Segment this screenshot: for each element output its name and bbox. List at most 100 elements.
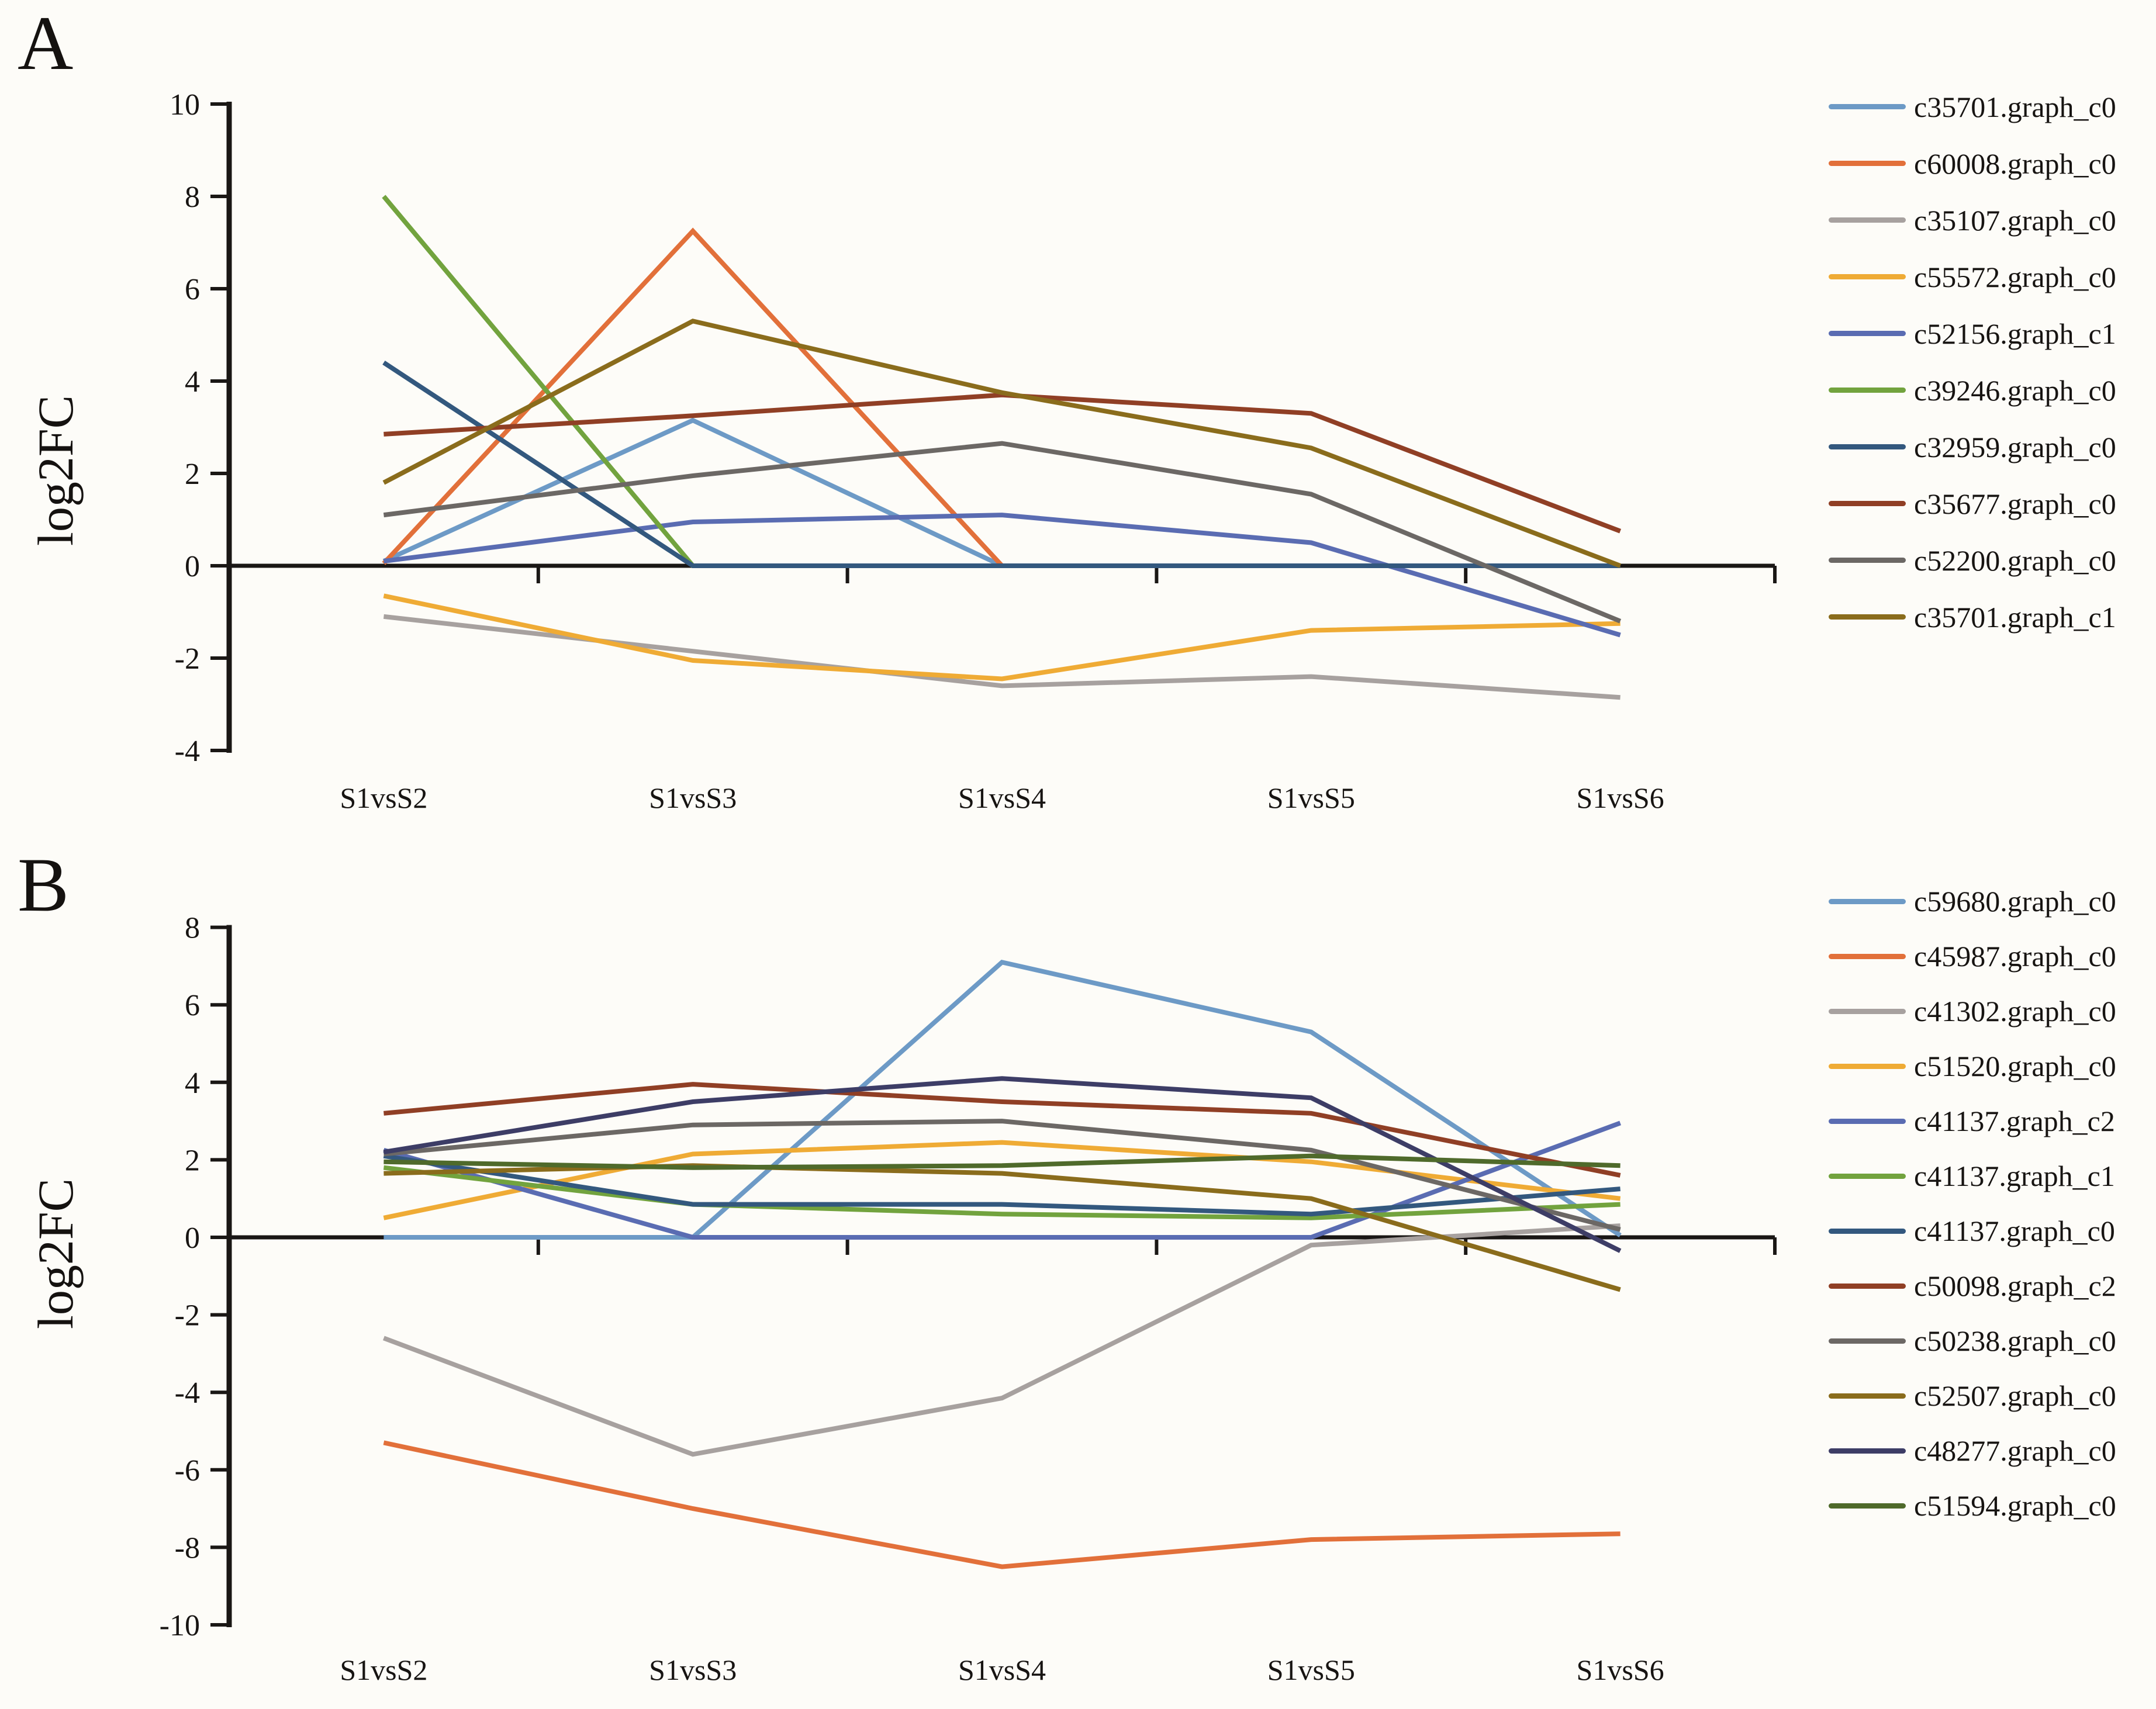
legend-color-swatch <box>1829 501 1906 506</box>
legend-color-swatch <box>1829 1503 1906 1509</box>
series-line-c41137.graph_c1 <box>383 1165 1621 1220</box>
legend-series-label: c51520.graph_c0 <box>1914 1050 2116 1082</box>
y-axis-tick-label: 2 <box>185 458 200 491</box>
panel-b-legend: c59680.graph_c0 c45987.graph_c0 c41302.gra… <box>1829 874 2116 1533</box>
legend-color-swatch <box>1829 444 1906 449</box>
legend-color-swatch <box>1829 1448 1906 1454</box>
series-line-c39246.graph_c0 <box>382 195 1621 568</box>
legend-item: c45987.graph_c0 <box>1829 929 2116 984</box>
legend-color-swatch <box>1829 1393 1906 1399</box>
x-category-label: S1vsS3 <box>649 781 737 814</box>
legend-color-swatch <box>1829 161 1906 166</box>
legend-item: c35701.graph_c1 <box>1829 589 2116 645</box>
series-line-c51594.graph_c0 <box>383 1153 1621 1170</box>
legend-item: c41302.graph_c0 <box>1829 984 2116 1039</box>
panel-a-legend: c35701.graph_c0 c60008.graph_c0 c35107.gra… <box>1829 78 2116 645</box>
series-line-c41302.graph_c0 <box>382 1223 1621 1457</box>
y-axis-tick-label: 2 <box>185 1144 200 1177</box>
legend-item: c32959.graph_c0 <box>1829 418 2116 475</box>
legend-series-label: c59680.graph_c0 <box>1914 885 2116 918</box>
legend-color-swatch <box>1829 1228 1906 1234</box>
y-axis-tick-label: 0 <box>185 550 200 583</box>
x-category-label: S1vsS3 <box>649 1653 737 1686</box>
series-line-c41137.graph_c2 <box>383 1120 1621 1240</box>
x-category-label: S1vsS5 <box>1267 1653 1355 1686</box>
y-axis-tick-label: 4 <box>185 1067 200 1100</box>
y-axis-tick-label: -8 <box>175 1531 200 1565</box>
legend-color-swatch <box>1829 217 1906 223</box>
series-line-c55572.graph_c0 <box>383 593 1621 681</box>
legend-color-swatch <box>1829 1118 1906 1124</box>
series-line-c59680.graph_c0 <box>383 959 1622 1240</box>
y-axis-tick-label: 6 <box>185 273 200 306</box>
legend-color-swatch <box>1829 388 1906 393</box>
legend-color-swatch <box>1829 898 1906 904</box>
x-category-label: S1vsS5 <box>1267 781 1355 814</box>
series-line-c51520.graph_c0 <box>383 1140 1621 1220</box>
y-axis-tick-label: 6 <box>185 989 200 1022</box>
legend-series-label: c52156.graph_c1 <box>1914 317 2116 350</box>
legend-color-swatch <box>1829 1173 1906 1179</box>
x-category-label: S1vsS4 <box>958 1653 1046 1686</box>
x-category-label: S1vsS2 <box>340 781 427 814</box>
legend-item: c52156.graph_c1 <box>1829 305 2116 362</box>
legend-item: c41137.graph_c0 <box>1829 1203 2116 1258</box>
series-line-c50238.graph_c0 <box>383 1119 1621 1232</box>
legend-color-swatch <box>1829 558 1906 563</box>
series-line-c41137.graph_c0 <box>383 1153 1621 1217</box>
legend-item: c50238.graph_c0 <box>1829 1313 2116 1368</box>
legend-series-label: c60008.graph_c0 <box>1914 147 2116 180</box>
y-axis-tick-label: 4 <box>185 365 200 399</box>
legend-item: c39246.graph_c0 <box>1829 362 2116 418</box>
x-category-label: S1vsS6 <box>1577 781 1664 814</box>
legend-series-label: c41302.graph_c0 <box>1914 995 2116 1028</box>
legend-item: c60008.graph_c0 <box>1829 135 2116 192</box>
legend-item: c52200.graph_c0 <box>1829 532 2116 589</box>
x-category-label: S1vsS6 <box>1577 1653 1664 1686</box>
legend-series-label: c35677.graph_c0 <box>1914 487 2116 520</box>
legend-series-label: c41137.graph_c1 <box>1914 1160 2115 1192</box>
legend-item: c51594.graph_c0 <box>1829 1478 2116 1533</box>
legend-series-label: c35701.graph_c0 <box>1914 90 2116 123</box>
legend-series-label: c45987.graph_c0 <box>1914 940 2116 973</box>
legend-series-label: c55572.graph_c0 <box>1914 260 2116 293</box>
legend-color-swatch <box>1829 1008 1906 1014</box>
legend-series-label: c32959.graph_c0 <box>1914 430 2116 463</box>
legend-color-swatch <box>1829 1283 1906 1289</box>
legend-color-swatch <box>1829 1338 1906 1344</box>
y-axis-tick-label: 8 <box>185 181 200 214</box>
panel-a-label: A <box>18 0 74 86</box>
y-axis-tick-label: 10 <box>170 88 200 122</box>
legend-item: c41137.graph_c1 <box>1829 1148 2116 1203</box>
y-axis-tick-label: 8 <box>185 912 200 945</box>
chart-panel-b: 8 6 4 2 0 -2 -4 -6 -8 -10 S1vsS2 S1vsS3 S1vsS4 S1vsS5… <box>160 912 1777 1686</box>
legend-series-label: c39246.graph_c0 <box>1914 373 2116 407</box>
y-axis-tick-label: -4 <box>175 1376 200 1410</box>
series-line-c35701.graph_c1 <box>382 319 1622 568</box>
legend-item: c35107.graph_c0 <box>1829 192 2116 248</box>
legend-series-label: c50238.graph_c0 <box>1914 1324 2116 1357</box>
series-line-c52156.graph_c1 <box>383 513 1621 638</box>
legend-item: c59680.graph_c0 <box>1829 874 2116 929</box>
legend-series-label: c48277.graph_c0 <box>1914 1434 2116 1467</box>
chart-panel-a: 10 8 6 4 2 0 -2 -4 S1vsS2 S1vsS3 S1vsS4 S1vsS5 S1vsS… <box>170 88 1777 814</box>
legend-item: c55572.graph_c0 <box>1829 248 2116 305</box>
x-category-label: S1vsS2 <box>340 1653 427 1686</box>
legend-item: c48277.graph_c0 <box>1829 1423 2116 1478</box>
legend-color-swatch <box>1829 274 1906 279</box>
series-line-c32959.graph_c0 <box>382 361 1621 568</box>
y-axis-tick-label: -4 <box>175 735 200 768</box>
series-line-c48277.graph_c0 <box>383 1076 1622 1253</box>
legend-series-label: c52507.graph_c0 <box>1914 1379 2116 1412</box>
legend-item: c51520.graph_c0 <box>1829 1039 2116 1094</box>
legend-series-label: c35701.graph_c1 <box>1914 600 2116 634</box>
panel-b-label: B <box>18 842 70 928</box>
legend-item: c52507.graph_c0 <box>1829 1368 2116 1423</box>
y-axis-tick-label: 0 <box>185 1222 200 1255</box>
series-line-c52507.graph_c0 <box>383 1163 1621 1292</box>
legend-series-label: c51594.graph_c0 <box>1914 1489 2116 1522</box>
legend-item: c35701.graph_c0 <box>1829 78 2116 135</box>
legend-series-label: c52200.graph_c0 <box>1914 544 2116 577</box>
